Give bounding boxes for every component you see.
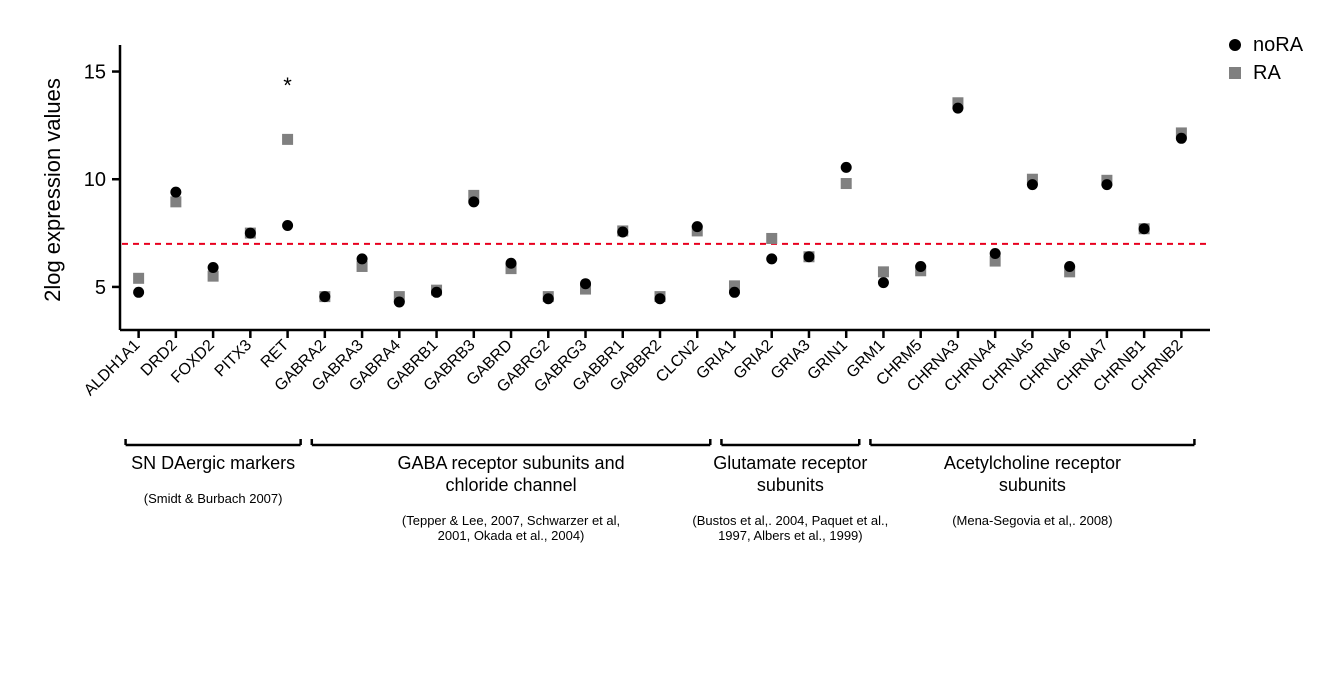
group-citation: 1997, Albers et al., 1999) <box>718 528 863 543</box>
y-axis-label: 2log expression values <box>40 78 65 302</box>
y-tick-label: 15 <box>84 62 106 84</box>
group-label: chloride channel <box>445 475 576 495</box>
nora-point <box>394 297 405 308</box>
group-label: subunits <box>757 475 824 495</box>
nora-point <box>543 293 554 304</box>
nora-point <box>282 220 293 231</box>
group-label: SN DAergic markers <box>131 453 295 473</box>
nora-point <box>580 278 591 289</box>
nora-point <box>1101 179 1112 190</box>
nora-point <box>952 103 963 114</box>
group-label: Glutamate receptor <box>713 453 867 473</box>
nora-point <box>357 253 368 264</box>
group-citation: (Mena-Segovia et al,. 2008) <box>952 513 1112 528</box>
nora-point <box>617 227 628 238</box>
nora-point <box>1027 179 1038 190</box>
y-tick-label: 5 <box>95 277 106 299</box>
nora-point <box>133 287 144 298</box>
nora-point <box>692 221 703 232</box>
group-label: Acetylcholine receptor <box>944 453 1121 473</box>
nora-point <box>655 293 666 304</box>
nora-point <box>878 277 889 288</box>
nora-point <box>1064 261 1075 272</box>
group-citation: (Smidt & Burbach 2007) <box>144 491 283 506</box>
significance-marker: * <box>283 73 292 98</box>
nora-point <box>841 162 852 173</box>
nora-point <box>915 261 926 272</box>
nora-point <box>803 251 814 262</box>
nora-point <box>729 287 740 298</box>
group-label: subunits <box>999 475 1066 495</box>
nora-point <box>766 253 777 264</box>
nora-point <box>208 262 219 273</box>
nora-point <box>431 287 442 298</box>
nora-point <box>170 187 181 198</box>
ra-point <box>170 196 181 207</box>
nora-point <box>506 258 517 269</box>
ra-point <box>841 178 852 189</box>
nora-point <box>1176 133 1187 144</box>
ra-point <box>766 233 777 244</box>
legend-marker-circle <box>1229 39 1241 51</box>
expression-scatter-chart: 510152log expression valuesALDH1A1DRD2FO… <box>20 20 1338 669</box>
nora-point <box>245 228 256 239</box>
nora-point <box>319 291 330 302</box>
ra-point <box>133 273 144 284</box>
group-citation: (Tepper & Lee, 2007, Schwarzer et al, <box>402 513 620 528</box>
group-label: GABA receptor subunits and <box>397 453 624 473</box>
legend-marker-square <box>1229 67 1241 79</box>
group-citation: (Bustos et al,. 2004, Paquet et al., <box>692 513 888 528</box>
legend-label: noRA <box>1253 34 1304 56</box>
group-citation: 2001, Okada et al., 2004) <box>438 528 585 543</box>
nora-point <box>1139 223 1150 234</box>
y-tick-label: 10 <box>84 169 106 191</box>
legend-label: RA <box>1253 62 1281 84</box>
ra-point <box>878 266 889 277</box>
nora-point <box>468 196 479 207</box>
nora-point <box>990 248 1001 259</box>
ra-point <box>282 134 293 145</box>
